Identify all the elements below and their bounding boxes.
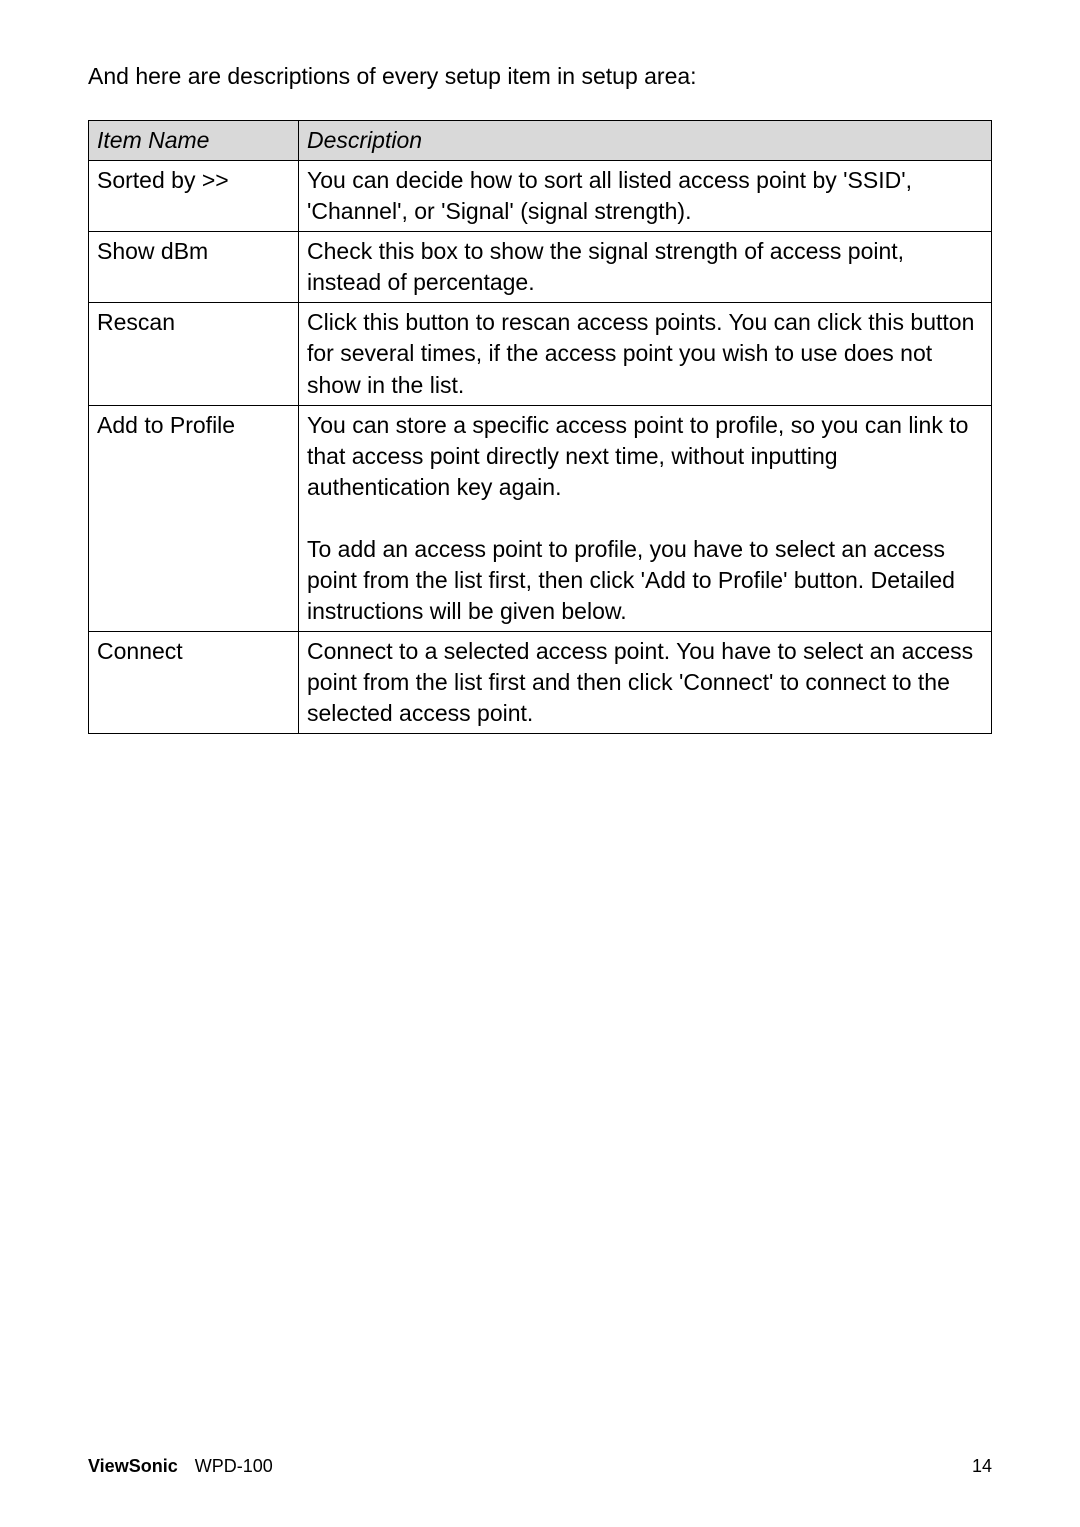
row-name: Sorted by >>	[89, 161, 299, 232]
footer-brand: ViewSonic	[88, 1456, 178, 1476]
table-row: Connect Connect to a selected access poi…	[89, 631, 992, 733]
table-header-description: Description	[299, 121, 992, 161]
row-desc: Click this button to rescan access point…	[299, 303, 992, 405]
page-footer: ViewSonic WPD-100 14	[88, 1456, 992, 1477]
table-row: Show dBm Check this box to show the sign…	[89, 232, 992, 303]
row-desc: Check this box to show the signal streng…	[299, 232, 992, 303]
row-desc: You can decide how to sort all listed ac…	[299, 161, 992, 232]
table-row: Sorted by >> You can decide how to sort …	[89, 161, 992, 232]
setup-description-table: Item Name Description Sorted by >> You c…	[88, 120, 992, 734]
row-desc-p2: To add an access point to profile, you h…	[307, 534, 983, 627]
table-header-item-name: Item Name	[89, 121, 299, 161]
table-row: Rescan Click this button to rescan acces…	[89, 303, 992, 405]
row-name: Rescan	[89, 303, 299, 405]
row-name: Show dBm	[89, 232, 299, 303]
footer-model: WPD-100	[195, 1456, 273, 1476]
row-name: Add to Profile	[89, 405, 299, 631]
footer-left: ViewSonic WPD-100	[88, 1456, 273, 1477]
intro-text: And here are descriptions of every setup…	[88, 60, 992, 92]
paragraph-gap	[307, 503, 983, 534]
footer-page-number: 14	[972, 1456, 992, 1477]
table-row: Add to Profile You can store a specific …	[89, 405, 992, 631]
row-desc: Connect to a selected access point. You …	[299, 631, 992, 733]
row-desc-p1: You can store a specific access point to…	[307, 410, 983, 503]
row-desc: You can store a specific access point to…	[299, 405, 992, 631]
row-name: Connect	[89, 631, 299, 733]
